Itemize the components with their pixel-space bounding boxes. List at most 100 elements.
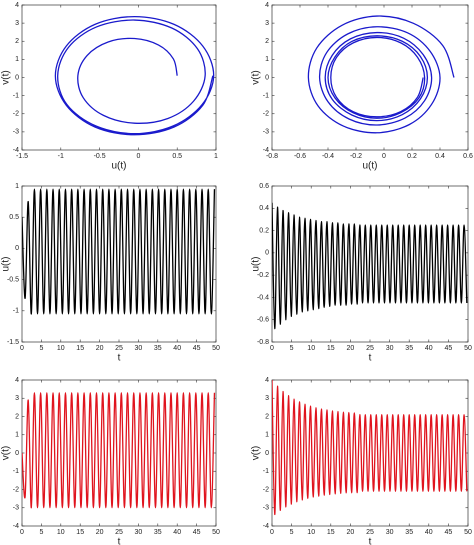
x-tick-label: 40: [173, 529, 181, 536]
data-line: [307, 15, 455, 134]
x-tick-label: 35: [405, 345, 413, 352]
subplot: 0 5 10 15 20 25 30 35 40 45 50 -4 -3 -2 -1 0 1 2 3 4 t v(t): [251, 377, 472, 545]
y-tick-label: 0.5: [9, 214, 19, 221]
y-tick-label: -3: [263, 129, 269, 136]
y-axis-label: v(t): [1, 446, 12, 460]
x-tick-label: -0.8: [266, 153, 278, 160]
y-tick-label: -0.5: [7, 276, 19, 283]
x-tick-label: 15: [327, 345, 335, 352]
subplot: 0 5 10 15 20 25 30 35 40 45 50 -1.5 -1 -0.5 0 0.5 1 t u(t): [1, 183, 220, 364]
y-axis-label: v(t): [1, 70, 12, 84]
x-axis-label: u(t): [112, 161, 127, 172]
x-tick-label: 0: [136, 153, 140, 160]
y-tick-label: 0: [265, 450, 269, 457]
data-line: [272, 202, 468, 330]
y-tick-label: 0: [265, 74, 269, 81]
y-tick-label: -3: [263, 505, 269, 512]
x-tick-label: 45: [445, 529, 453, 536]
y-tick-label: 1: [15, 183, 19, 190]
y-tick-label: 2: [265, 38, 269, 45]
x-axis-label: t: [369, 537, 372, 545]
x-tick-label: 35: [154, 529, 162, 536]
x-tick-label: 50: [212, 529, 220, 536]
x-tick-label: 15: [76, 529, 84, 536]
x-tick-label: 20: [347, 529, 355, 536]
x-tick-label: 20: [347, 345, 355, 352]
x-tick-label: 10: [57, 529, 65, 536]
x-tick-label: 10: [57, 345, 65, 352]
x-tick-label: 25: [115, 345, 123, 352]
subplot: -0.8 -0.6 -0.4 -0.2 0 0.2 0.4 0.6 -4 -3 -2 -1 0 1 2 3 4 u…: [251, 2, 473, 172]
x-tick-label: 35: [405, 529, 413, 536]
y-tick-label: 4: [15, 377, 19, 384]
x-tick-label: 0.6: [463, 153, 473, 160]
x-tick-label: 20: [96, 345, 104, 352]
x-tick-label: 30: [135, 345, 143, 352]
y-tick-label: 2: [15, 38, 19, 45]
y-tick-label: 0: [265, 250, 269, 257]
x-tick-label: 35: [154, 345, 162, 352]
x-tick-label: 10: [307, 529, 315, 536]
x-axis-label: t: [369, 353, 372, 364]
x-tick-label: 25: [115, 529, 123, 536]
y-tick-label: 3: [15, 20, 19, 27]
y-tick-label: -4: [263, 523, 269, 530]
y-tick-label: 4: [265, 377, 269, 384]
y-tick-label: 0: [15, 245, 19, 252]
y-axis-label: v(t): [251, 70, 262, 84]
x-tick-label: 0: [20, 529, 24, 536]
y-tick-label: 2: [15, 413, 19, 420]
y-tick-label: -2: [263, 486, 269, 493]
x-tick-label: 5: [290, 529, 294, 536]
x-tick-label: 45: [193, 345, 201, 352]
y-tick-label: -0.6: [257, 317, 269, 324]
y-tick-label: 2: [265, 413, 269, 420]
y-tick-label: -2: [13, 111, 19, 118]
y-tick-label: 1: [15, 56, 19, 63]
x-tick-label: 40: [425, 529, 433, 536]
y-tick-label: -3: [13, 505, 19, 512]
y-tick-label: -4: [13, 147, 19, 154]
y-tick-label: -0.2: [257, 272, 269, 279]
x-tick-label: -0.6: [294, 153, 306, 160]
x-tick-label: -0.4: [322, 153, 334, 160]
x-tick-label: 25: [366, 345, 374, 352]
x-tick-label: 45: [193, 529, 201, 536]
y-tick-label: 0.4: [259, 205, 269, 212]
x-tick-label: 30: [386, 529, 394, 536]
y-tick-label: -0.4: [257, 294, 269, 301]
y-axis-label: v(t): [251, 446, 262, 460]
x-tick-label: 0: [270, 529, 274, 536]
x-tick-label: 25: [366, 529, 374, 536]
y-tick-label: -1: [263, 92, 269, 99]
x-tick-label: 15: [76, 345, 84, 352]
x-tick-label: 50: [212, 345, 220, 352]
data-line: [22, 188, 216, 315]
x-tick-label: 0.4: [435, 153, 445, 160]
x-tick-label: 45: [445, 345, 453, 352]
x-tick-label: 1: [214, 153, 218, 160]
plot-frame: [21, 4, 217, 151]
y-tick-label: 4: [15, 2, 19, 9]
y-tick-label: -1: [13, 468, 19, 475]
x-tick-label: -1.5: [16, 153, 28, 160]
data-line: [22, 392, 216, 509]
y-tick-label: -4: [263, 147, 269, 154]
y-tick-label: 3: [15, 395, 19, 402]
x-tick-label: 0: [20, 345, 24, 352]
x-tick-label: 50: [464, 345, 472, 352]
y-tick-label: 0: [15, 450, 19, 457]
plot-frame: [271, 4, 469, 151]
x-tick-label: 15: [327, 529, 335, 536]
y-tick-label: 4: [265, 2, 269, 9]
x-tick-label: 0: [382, 153, 386, 160]
x-axis-label: u(t): [363, 161, 378, 172]
y-tick-label: -1.5: [7, 339, 19, 346]
y-tick-label: -1: [263, 468, 269, 475]
x-tick-label: 30: [386, 345, 394, 352]
y-tick-label: -3: [13, 129, 19, 136]
x-tick-label: 0: [270, 345, 274, 352]
y-tick-label: 3: [265, 395, 269, 402]
data-line: [54, 15, 215, 136]
